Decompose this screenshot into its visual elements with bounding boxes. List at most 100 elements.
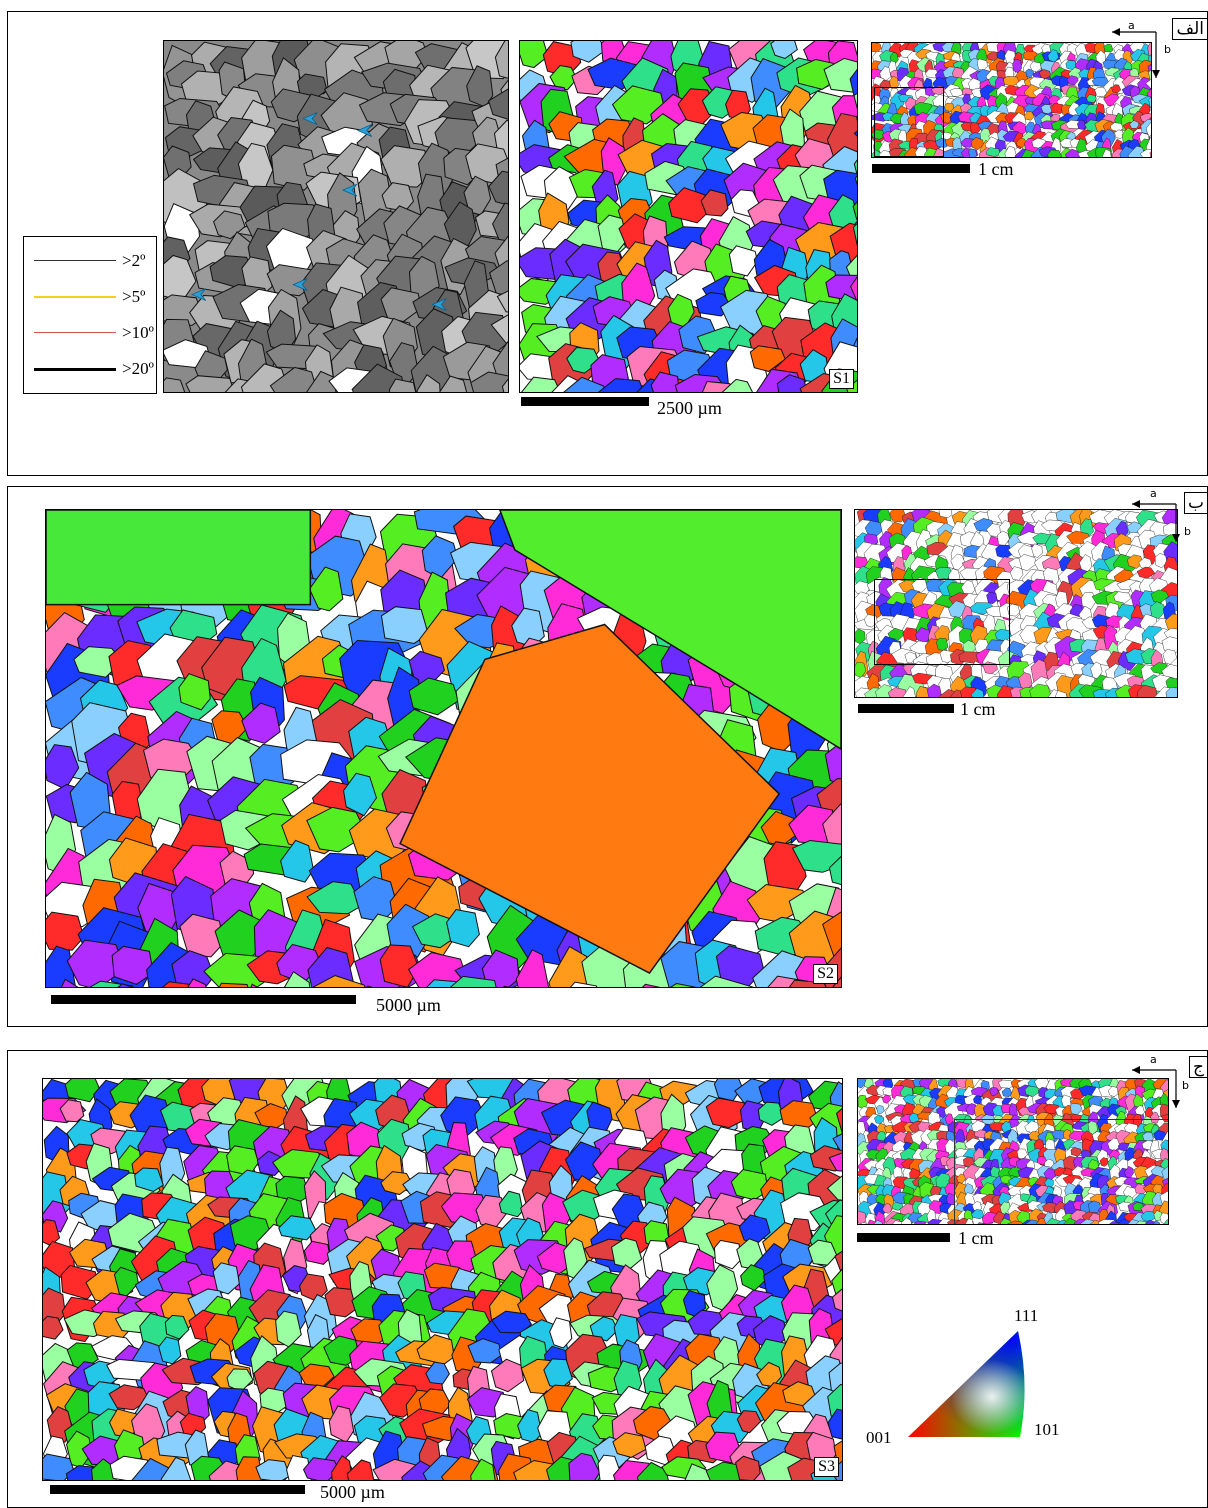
grain — [1000, 1217, 1012, 1224]
arrow-marker — [302, 112, 318, 125]
grain — [302, 1457, 340, 1480]
grain — [569, 981, 598, 987]
legend-item-2deg: >2º — [34, 251, 174, 271]
grain — [1161, 1113, 1168, 1123]
grain — [1029, 683, 1052, 697]
grain — [46, 911, 85, 951]
grain — [872, 43, 882, 53]
ipf-map-s1: S1 — [519, 40, 858, 393]
grain — [949, 88, 964, 97]
grain — [517, 1409, 543, 1443]
panel-b-label: ب — [1183, 492, 1208, 514]
grain — [854, 174, 857, 186]
grain — [807, 1239, 838, 1266]
grain — [1047, 149, 1062, 157]
grain — [270, 144, 319, 191]
grain — [1001, 1087, 1013, 1097]
sample-tag-s1: S1 — [829, 369, 854, 389]
grain — [1070, 1103, 1083, 1116]
grain — [241, 702, 281, 744]
grain — [187, 978, 207, 987]
grain — [757, 1101, 786, 1126]
grain — [1148, 69, 1151, 81]
grain — [366, 985, 373, 987]
grain — [669, 982, 697, 987]
grain — [467, 1338, 502, 1364]
grain — [351, 363, 405, 392]
grain — [1079, 1218, 1095, 1224]
large-grain-orange — [399, 623, 781, 975]
grain — [1094, 87, 1108, 97]
axis-arrows-b — [1132, 500, 1180, 542]
grain — [46, 945, 77, 987]
grain — [977, 1222, 988, 1224]
arrow-marker — [190, 288, 207, 301]
grain — [989, 1087, 999, 1097]
grain — [306, 806, 368, 853]
grain — [853, 92, 857, 110]
grain — [256, 1150, 283, 1177]
ipf-corner-001: 001 — [866, 1428, 892, 1447]
grain — [218, 982, 249, 987]
grain — [43, 1315, 64, 1340]
grain — [235, 1456, 264, 1480]
grain — [160, 1456, 192, 1480]
grain — [407, 952, 468, 987]
grain — [520, 41, 549, 69]
overview-map-s3 — [857, 1078, 1169, 1225]
grain — [492, 202, 508, 247]
grain — [713, 1239, 742, 1270]
axis-label-a: a — [1150, 487, 1157, 500]
axis-label-a: a — [1150, 1053, 1157, 1066]
grain — [1103, 43, 1114, 53]
grain — [1022, 50, 1039, 61]
grain — [1054, 690, 1068, 697]
grain — [832, 1133, 842, 1153]
grain — [822, 911, 841, 958]
axis-label-b: b — [1164, 43, 1171, 56]
grain — [938, 510, 953, 518]
grain — [1134, 1105, 1145, 1116]
grain — [1111, 84, 1122, 94]
grain — [563, 376, 605, 392]
grain — [860, 1222, 867, 1224]
grain — [548, 945, 592, 987]
grain — [134, 1167, 164, 1192]
grain — [515, 949, 550, 987]
grain — [882, 1203, 893, 1214]
grain — [549, 65, 578, 91]
axis-label-b: b — [1184, 525, 1191, 538]
grain — [1113, 591, 1132, 604]
grain — [997, 685, 1015, 697]
grain — [965, 1218, 974, 1224]
grain — [1150, 589, 1169, 604]
grain — [498, 1190, 524, 1218]
grain — [835, 1108, 842, 1134]
grain — [991, 1221, 999, 1224]
grain — [1145, 79, 1151, 89]
grain — [1031, 543, 1043, 558]
grain — [853, 130, 857, 137]
grain — [380, 1171, 414, 1196]
ipf-color-key — [908, 1331, 1025, 1437]
grain — [827, 1408, 842, 1440]
scale-label-overview-a: 1 cm — [978, 159, 1014, 179]
grain — [1136, 566, 1156, 579]
region-of-interest-box — [954, 1119, 1168, 1224]
grain — [971, 1209, 985, 1220]
grain — [1042, 1202, 1059, 1213]
grain — [408, 677, 460, 716]
grain — [1162, 649, 1177, 665]
grain — [303, 1240, 331, 1265]
grain — [1070, 1147, 1082, 1157]
grain — [968, 148, 977, 157]
grain — [1114, 129, 1124, 139]
scale-bar-main-c — [50, 1485, 305, 1494]
grain — [1118, 1218, 1130, 1224]
grain — [1129, 120, 1140, 129]
grain — [489, 260, 508, 296]
grain — [343, 772, 378, 817]
grain — [568, 1452, 601, 1480]
grain — [108, 1384, 150, 1411]
grain — [439, 375, 468, 392]
